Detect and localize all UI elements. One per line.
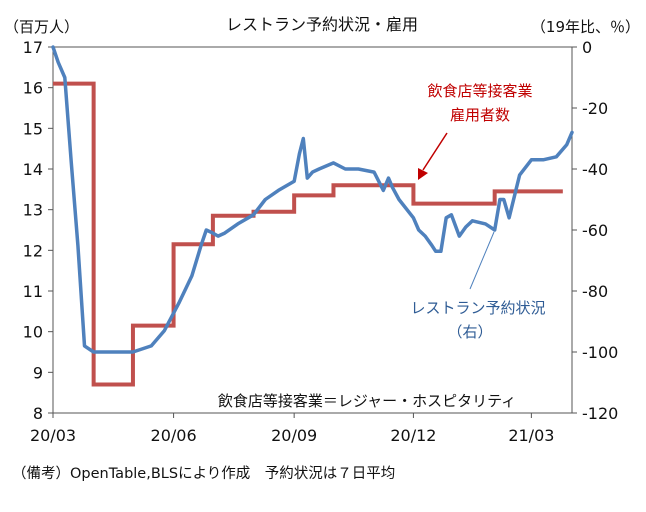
chart-title: レストラン予約状況・雇用 xyxy=(226,15,418,34)
series-employment-line xyxy=(53,81,563,387)
employment-arrow xyxy=(422,132,448,171)
left-tick-label: 17 xyxy=(23,38,43,57)
right-axis: 0 -20 -40 -60 -80 -100 -120 xyxy=(572,38,618,423)
left-tick-label: 10 xyxy=(23,323,43,342)
left-tick-label: 16 xyxy=(23,79,43,98)
reservation-label-line1: レストラン予約状況 xyxy=(410,299,545,317)
left-axis-unit: （百万人） xyxy=(4,18,79,36)
chart: （百万人） レストラン予約状況・雇用 （19年比、％） 8 9 10 11 12 13 14… xyxy=(4,15,640,445)
series-reservation-line xyxy=(51,45,574,354)
right-tick-label: 0 xyxy=(582,38,592,57)
left-tick-label: 11 xyxy=(23,282,43,301)
x-tick-label: 20/06 xyxy=(151,426,197,445)
right-tick-label: -60 xyxy=(582,221,608,240)
right-tick-label: -40 xyxy=(582,160,608,179)
right-axis-unit: （19年比、％） xyxy=(531,18,640,36)
employment-label-line1: 飲食店等接客業 xyxy=(427,82,532,100)
left-tick-label: 15 xyxy=(23,119,43,138)
x-tick-label: 20/09 xyxy=(271,426,317,445)
left-tick-label: 13 xyxy=(23,201,43,220)
right-tick-label: -120 xyxy=(582,404,618,423)
x-tick-label: 20/03 xyxy=(30,426,76,445)
reservation-label-line2: （右） xyxy=(447,323,492,341)
employment-arrowhead xyxy=(418,168,428,180)
right-tick-label: -100 xyxy=(582,343,618,362)
left-tick-label: 8 xyxy=(33,404,43,423)
right-tick-label: -80 xyxy=(582,282,608,301)
left-tick-label: 12 xyxy=(23,241,43,260)
reservation-pointer xyxy=(469,231,495,290)
left-axis: 8 9 10 11 12 13 14 15 16 17 xyxy=(23,38,53,423)
x-tick-label: 21/03 xyxy=(508,426,554,445)
left-tick-label: 14 xyxy=(23,160,43,179)
left-tick-label: 9 xyxy=(33,363,43,382)
x-axis: 20/03 20/06 20/09 20/12 21/03 xyxy=(30,413,554,445)
employment-label-line2: 雇用者数 xyxy=(450,106,510,124)
x-tick-label: 20/12 xyxy=(390,426,436,445)
sector-annotation: 飲食店等接客業＝レジャー・ホスピタリティ xyxy=(218,392,516,410)
right-tick-label: -20 xyxy=(582,99,608,118)
source-note: （備考）OpenTable,BLSにより作成 予約状況は７日平均 xyxy=(12,466,396,482)
